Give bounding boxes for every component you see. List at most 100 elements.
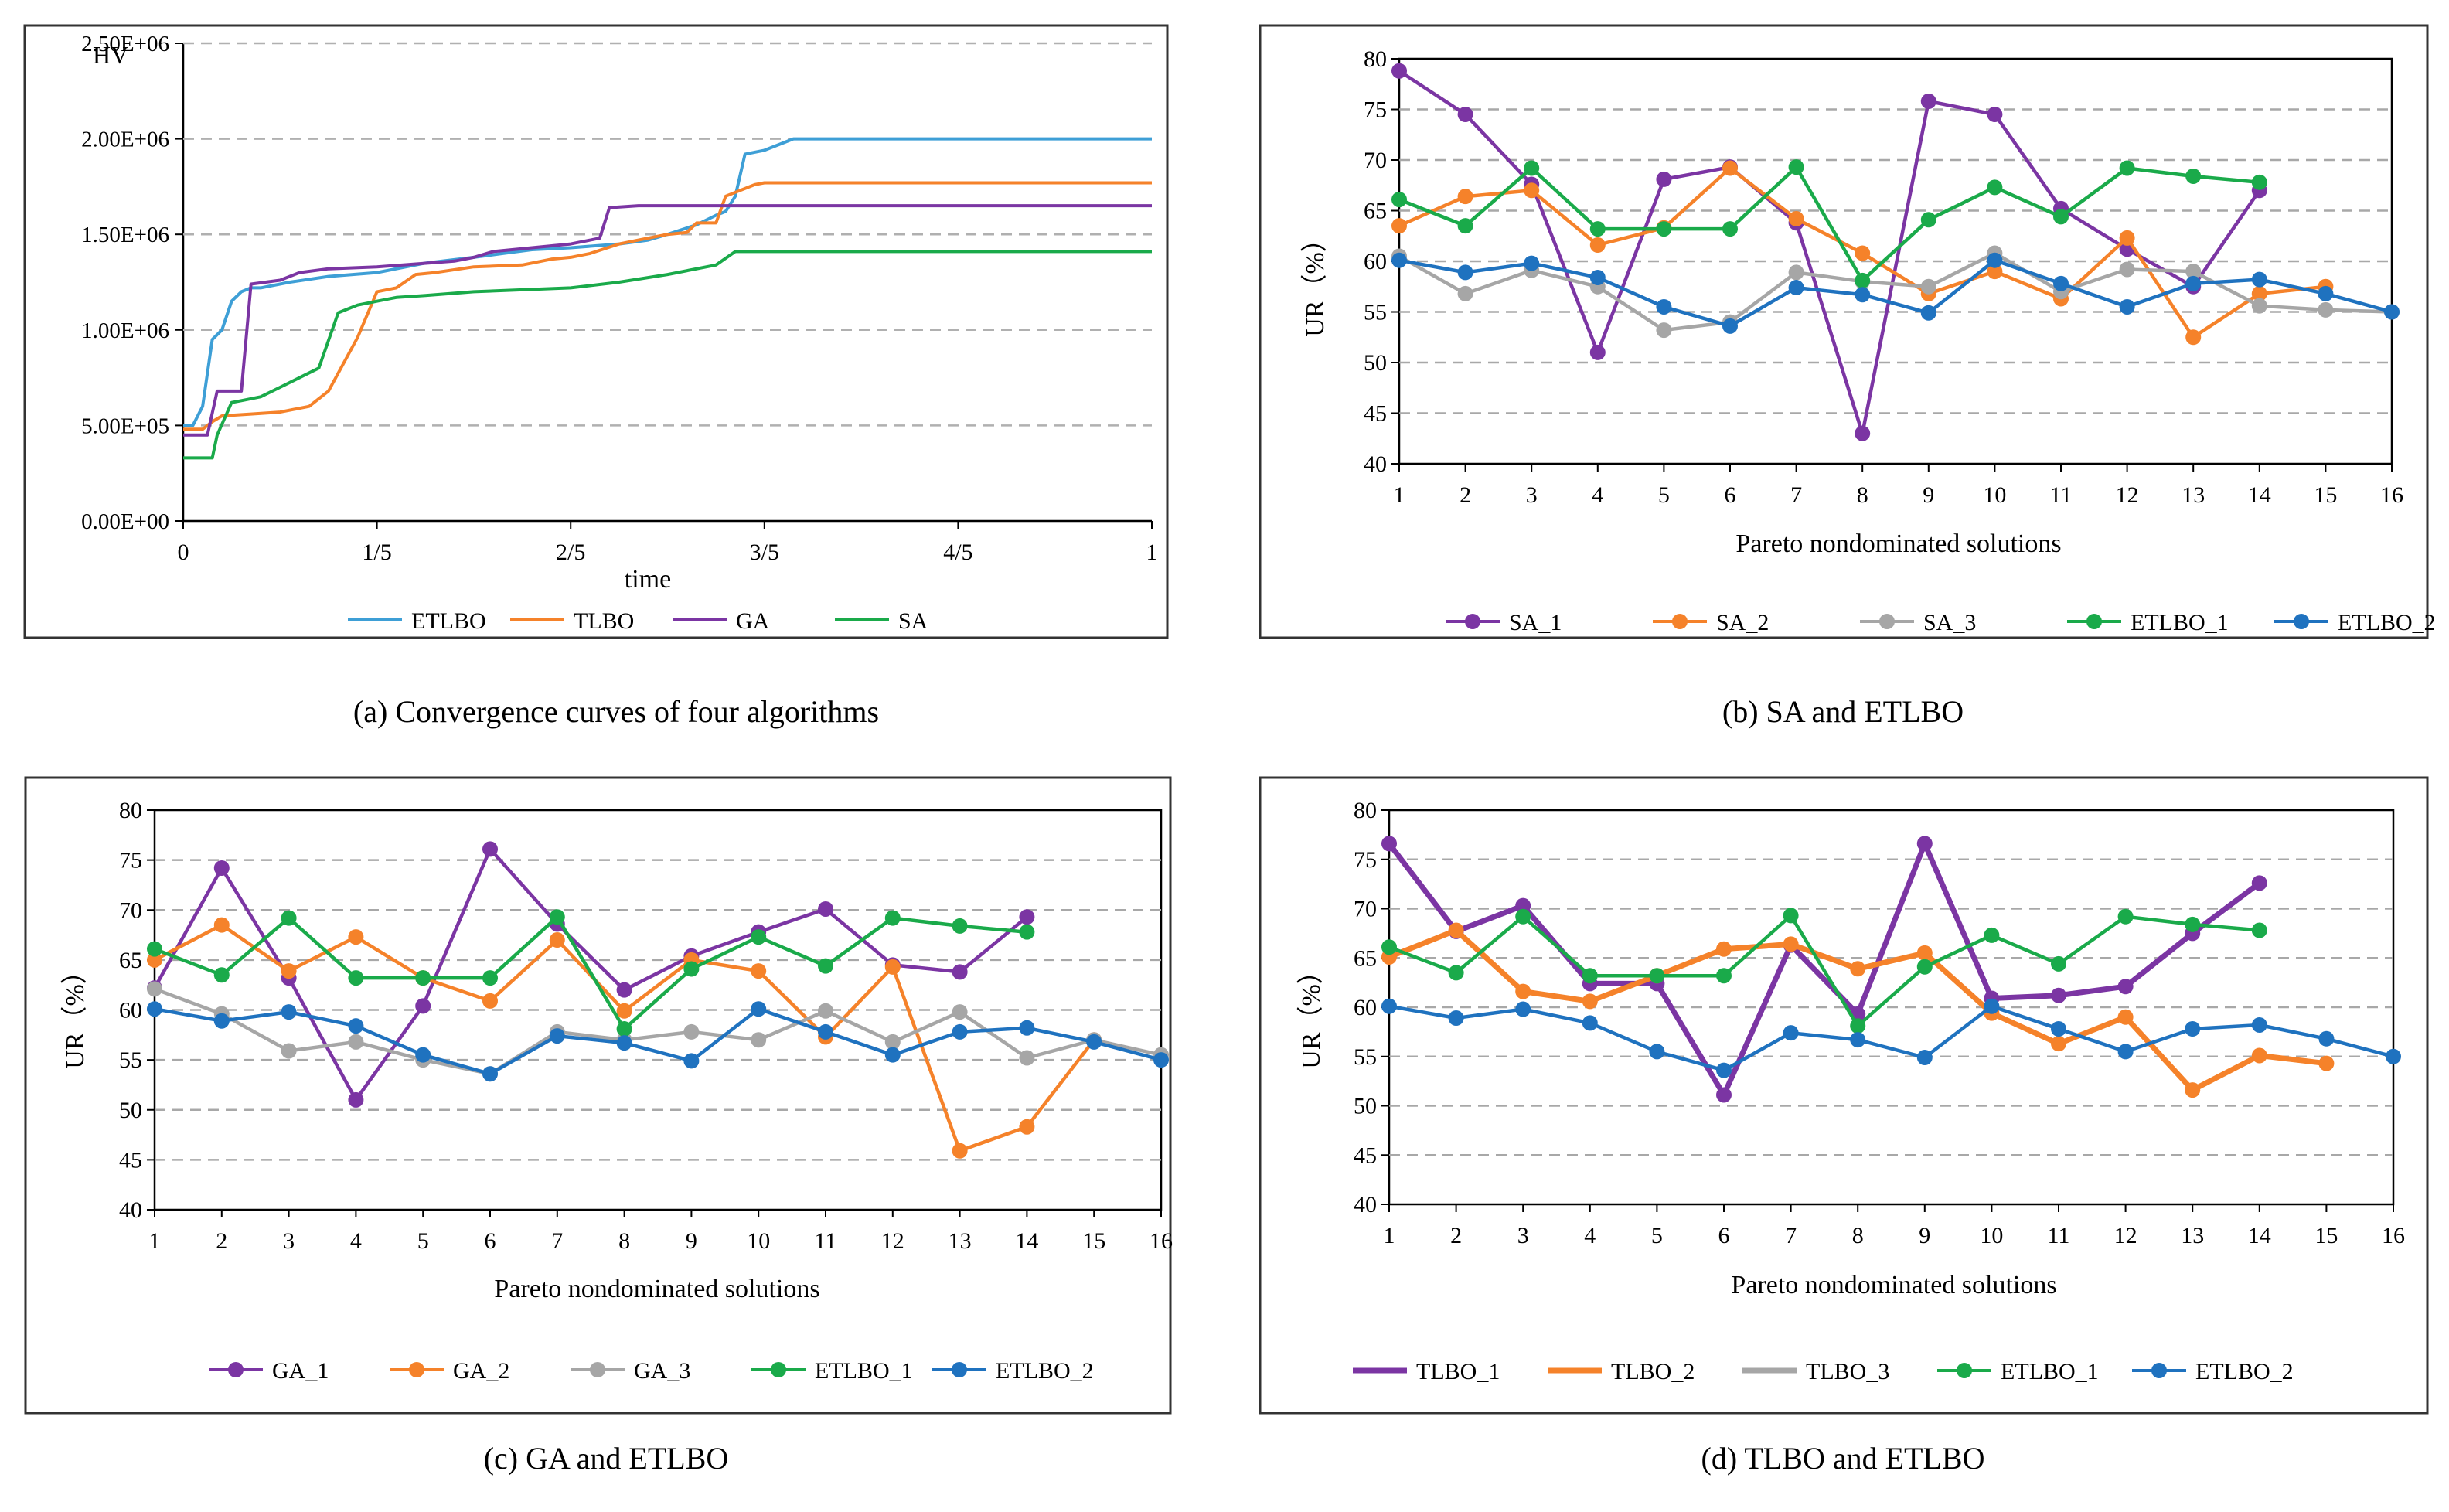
legend-marker (2151, 1363, 2167, 1378)
data-point-sa-3 (2185, 264, 2202, 280)
data-point-etlbo-2 (348, 1018, 364, 1034)
y-tick-label: 40 (1354, 1192, 1377, 1217)
data-point-ga-2 (281, 963, 297, 979)
legend-label: ETLBO_1 (2001, 1359, 2099, 1384)
data-point-tlbo-2 (2251, 1047, 2267, 1064)
data-point-etlbo-2 (1850, 1032, 1866, 1048)
panel-frame (1259, 776, 2429, 1415)
data-point-ga-1 (213, 860, 230, 876)
panel-frame (1259, 24, 2429, 639)
y-tick-label: 80 (1354, 798, 1377, 823)
data-point-etlbo-1 (147, 941, 162, 957)
y-tick-label: 40 (1364, 451, 1387, 477)
y-tick-label: 45 (1354, 1143, 1377, 1168)
x-tick-label: 6 (1718, 1223, 1730, 1248)
data-point-sa-3 (1656, 322, 1672, 339)
data-point-tlbo-1 (1515, 897, 1531, 914)
legend-item-etlbo-1: ETLBO_1 (751, 1358, 913, 1384)
data-point-ga-2 (213, 917, 230, 933)
series-line-etlbo (183, 137, 1152, 427)
legend-marker (228, 1362, 244, 1377)
data-point-etlbo-1 (482, 970, 498, 986)
data-point-etlbo-1 (1448, 965, 1464, 981)
x-tick-label: 2 (1450, 1223, 1462, 1248)
data-point-etlbo-2 (1019, 1020, 1035, 1036)
data-point-etlbo-1 (415, 970, 431, 986)
data-point-etlbo-2 (281, 1004, 297, 1020)
x-tick-label: 9 (686, 1228, 697, 1254)
legend-label: ETLBO_1 (815, 1358, 913, 1384)
x-tick-label: 4 (350, 1228, 362, 1254)
legend-label: TLBO (574, 608, 634, 634)
legend-label: TLBO_1 (1416, 1359, 1500, 1384)
data-point-etlbo-1 (348, 970, 364, 986)
chart-panel-a: 0.00E+00 5.00E+05 1.00E+06 1.50E+06 2.00E+06… (23, 24, 1169, 639)
data-point-etlbo-1 (1019, 924, 1035, 940)
legend-label: ETLBO_2 (2195, 1359, 2294, 1384)
series-line-ga-3 (154, 987, 1162, 1076)
data-point-ga-3 (952, 1004, 968, 1020)
x-tick-label: 8 (1852, 1223, 1864, 1248)
x-tick-label: 11 (2050, 482, 2073, 508)
x-tick-label: 3/5 (750, 540, 779, 565)
x-axis-label: Pareto nondominated solutions (1735, 530, 2061, 558)
data-point-ga-3 (683, 1023, 700, 1040)
data-point-ga-3 (818, 1003, 833, 1019)
legend-label: TLBO_3 (1806, 1359, 1889, 1384)
data-point-etlbo-2 (415, 1047, 431, 1063)
x-tick-label: 0 (178, 540, 189, 565)
data-point-sa-2 (1855, 245, 1871, 261)
data-point-sa-3 (2251, 298, 2267, 314)
caption-d: (d) TLBO and ETLBO (1701, 1441, 1985, 1476)
y-tick-label: 75 (1354, 847, 1377, 873)
data-point-sa-1 (1855, 425, 1871, 441)
data-point-sa-3 (2318, 301, 2334, 318)
y-tick-label: 40 (119, 1197, 142, 1223)
legend-item-tlbo-2: TLBO_2 (1548, 1359, 1695, 1384)
data-point-ga-1 (348, 1091, 364, 1108)
data-point-etlbo-2 (1391, 252, 1407, 268)
data-point-ga-3 (348, 1034, 364, 1050)
x-tick-label: 12 (881, 1228, 904, 1254)
data-point-ga-2 (884, 959, 901, 975)
x-tick-label: 1/5 (362, 540, 391, 565)
data-point-sa-1 (1457, 107, 1473, 123)
data-point-etlbo-1 (1850, 1018, 1866, 1034)
data-point-etlbo-2 (1916, 1050, 1933, 1066)
data-point-etlbo-2 (147, 1001, 162, 1017)
x-tick-label: 3 (1517, 1223, 1529, 1248)
data-point-ga-2 (616, 1003, 632, 1019)
y-axis-label: HV (93, 41, 128, 69)
x-tick-label: 15 (2314, 482, 2337, 508)
x-tick-label: 13 (949, 1228, 972, 1254)
data-point-sa-2 (1524, 182, 1540, 199)
legend-item-etlbo-2: ETLBO_2 (2132, 1359, 2294, 1384)
x-tick-label: 9 (1919, 1223, 1930, 1248)
series-line-etlbo-1 (154, 915, 1027, 1031)
data-point-sa-1 (1391, 63, 1407, 79)
y-axis-label: UR（%） (1296, 958, 1326, 1069)
data-point-etlbo-1 (884, 910, 901, 926)
x-tick-label: 14 (2248, 1223, 2271, 1248)
data-point-ga-3 (1019, 1050, 1035, 1066)
x-tick-label: 3 (283, 1228, 295, 1254)
data-point-etlbo-1 (1457, 218, 1473, 234)
y-tick-label: 75 (119, 848, 142, 873)
data-point-etlbo-1 (751, 929, 767, 945)
legend-marker (771, 1362, 786, 1377)
data-point-etlbo-2 (213, 1013, 230, 1029)
x-axis-label: time (625, 565, 671, 594)
data-point-etlbo-2 (482, 1066, 498, 1082)
x-tick-label: 2 (1460, 482, 1471, 508)
x-tick-label: 7 (551, 1228, 563, 1254)
series-line-etlbo-2 (1388, 1004, 2394, 1072)
data-point-ga-2 (1019, 1119, 1035, 1135)
data-point-sa-1 (1987, 107, 2003, 123)
data-point-ga-1 (818, 901, 833, 917)
series-line-sa-3 (1398, 251, 2393, 332)
legend-item-ga-1: GA_1 (209, 1358, 329, 1384)
data-point-ga-2 (952, 1143, 968, 1159)
data-point-etlbo-2 (2251, 271, 2267, 288)
x-tick-label: 8 (1857, 482, 1868, 508)
data-point-etlbo-2 (2119, 298, 2135, 315)
